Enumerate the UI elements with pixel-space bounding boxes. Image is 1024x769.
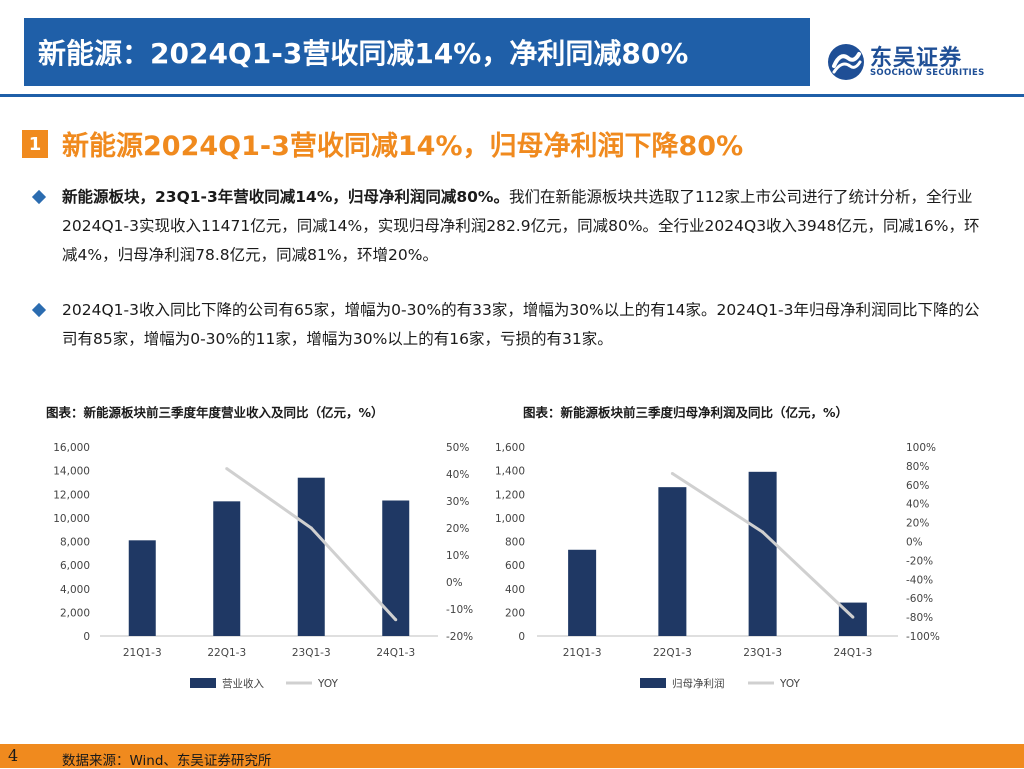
x-tick-label: 22Q1-3: [207, 647, 246, 659]
y-left-tick-label: 16,000: [53, 442, 90, 454]
bar-21Q1-3: [568, 549, 597, 636]
page-title-text: 新能源：2024Q1-3营收同减14%，净利同减80%: [38, 37, 689, 70]
page-title: 新能源：2024Q1-3营收同减14%，净利同减80%: [24, 18, 810, 86]
bullet-text: 2024Q1-3收入同比下降的公司有65家，增幅为0-30%的有33家，增幅为3…: [62, 296, 994, 354]
bullet-point-2: 2024Q1-3收入同比下降的公司有65家，增幅为0-30%的有33家，增幅为3…: [31, 296, 994, 354]
y-left-tick-label: 14,000: [53, 466, 90, 478]
bar-23Q1-3: [297, 477, 325, 636]
y-right-tick-label: 40%: [906, 499, 929, 511]
y-left-tick-label: 6,000: [60, 560, 90, 572]
y-right-tick-label: -80%: [906, 612, 933, 624]
yoy-point: [309, 526, 313, 530]
y-right-tick-label: 20%: [446, 523, 469, 535]
legend-line-label: YOY: [317, 678, 339, 690]
bar-22Q1-3: [658, 487, 687, 636]
legend-line-label: YOY: [779, 678, 801, 690]
footer-bar: [0, 744, 1024, 768]
x-tick-label: 23Q1-3: [743, 647, 782, 659]
y-left-tick-label: 8,000: [60, 537, 90, 549]
y-right-tick-label: 100%: [906, 442, 936, 454]
page-number: 4: [8, 746, 19, 765]
bar-21Q1-3: [128, 540, 156, 636]
y-right-tick-label: -60%: [906, 593, 933, 605]
legend-bar-swatch: [190, 678, 216, 688]
section-number-badge: 1: [22, 130, 48, 158]
bullet-bold-text: 新能源板块，23Q1-3年营收同减14%，归母净利润同减80%。: [62, 188, 509, 206]
yoy-point: [225, 467, 229, 471]
y-left-tick-label: 800: [505, 537, 525, 549]
x-tick-label: 23Q1-3: [292, 647, 331, 659]
y-left-tick-label: 1,600: [495, 442, 525, 454]
y-right-tick-label: 80%: [906, 461, 929, 473]
section-title: 新能源2024Q1-3营收同减14%，归母净利润下降80%: [62, 131, 744, 162]
x-tick-label: 21Q1-3: [123, 647, 162, 659]
y-left-tick-label: 12,000: [53, 489, 90, 501]
y-right-tick-label: 0%: [906, 537, 923, 549]
y-right-tick-label: 20%: [906, 518, 929, 530]
logo-english-name: SOOCHOW SECURITIES: [870, 68, 985, 78]
soochow-logo-icon: [828, 44, 864, 80]
legend-bar-label: 营业收入: [222, 677, 264, 690]
y-left-tick-label: 1,000: [495, 513, 525, 525]
yoy-point: [670, 471, 674, 475]
yoy-point: [851, 615, 855, 619]
bullet-text: 新能源板块，23Q1-3年营收同减14%，归母净利润同减80%。我们在新能源板块…: [62, 183, 994, 270]
x-tick-label: 21Q1-3: [563, 647, 602, 659]
x-tick-label: 24Q1-3: [833, 647, 872, 659]
data-source: 数据来源：Wind、东吴证券研究所: [62, 753, 272, 769]
y-right-tick-label: 0%: [446, 577, 463, 589]
bar-23Q1-3: [748, 471, 777, 636]
y-right-tick-label: 60%: [906, 480, 929, 492]
legend-bar-label: 归母净利润: [672, 677, 725, 690]
chart-title-revenue: 图表：新能源板块前三季度年度营业收入及同比（亿元，%）: [46, 405, 384, 420]
y-left-tick-label: 4,000: [60, 584, 90, 596]
y-right-tick-label: 40%: [446, 469, 469, 481]
profit-chart: 0 200 400 600 800 1,000 1,200 1,400 1,600 -100% -8…: [495, 442, 940, 690]
legend-bar-swatch: [640, 678, 666, 688]
logo-chinese-name: 东吴证券: [870, 46, 963, 71]
yoy-point: [761, 530, 765, 534]
brand-logo: 东吴证券 SOOCHOW SECURITIES: [826, 40, 1006, 84]
y-left-tick-label: 200: [505, 607, 525, 619]
y-left-tick-label: 0: [83, 631, 90, 643]
header-divider: [0, 94, 1024, 97]
x-tick-label: 24Q1-3: [376, 647, 415, 659]
y-right-tick-label: 50%: [446, 442, 469, 454]
y-right-tick-label: -40%: [906, 574, 933, 586]
revenue-chart: 0 2,000 4,000 6,000 8,000 10,000 12,000 14,000 1…: [53, 442, 473, 690]
y-left-tick-label: 10,000: [53, 513, 90, 525]
y-right-tick-label: -20%: [446, 631, 473, 643]
y-left-tick-label: 400: [505, 584, 525, 596]
bar-22Q1-3: [213, 501, 241, 636]
y-left-tick-label: 1,400: [495, 466, 525, 478]
bullet-body-text: 我们在新能源板块共选取了112家上市公司进行了统计分析，全行业2024Q1-3实…: [62, 188, 980, 264]
y-right-tick-label: 10%: [446, 550, 469, 562]
bullet-body-text: 2024Q1-3收入同比下降的公司有65家，增幅为0-30%的有33家，增幅为3…: [62, 301, 980, 348]
bullet-point-1: 新能源板块，23Q1-3年营收同减14%，归母净利润同减80%。我们在新能源板块…: [31, 183, 994, 270]
chart-title-profit: 图表：新能源板块前三季度归母净利润及同比（亿元，%）: [523, 405, 849, 420]
y-left-tick-label: 1,200: [495, 489, 525, 501]
diamond-bullet-icon: [31, 189, 47, 205]
y-right-tick-label: -20%: [906, 555, 933, 567]
y-left-tick-label: 600: [505, 560, 525, 572]
y-right-tick-label: 30%: [446, 496, 469, 508]
y-right-tick-label: -100%: [906, 631, 940, 643]
diamond-bullet-icon: [31, 302, 47, 318]
x-tick-label: 22Q1-3: [653, 647, 692, 659]
bar-24Q1-3: [382, 500, 410, 636]
yoy-point: [394, 618, 398, 622]
y-left-tick-label: 0: [518, 631, 525, 643]
y-left-tick-label: 2,000: [60, 607, 90, 619]
y-right-tick-label: -10%: [446, 604, 473, 616]
